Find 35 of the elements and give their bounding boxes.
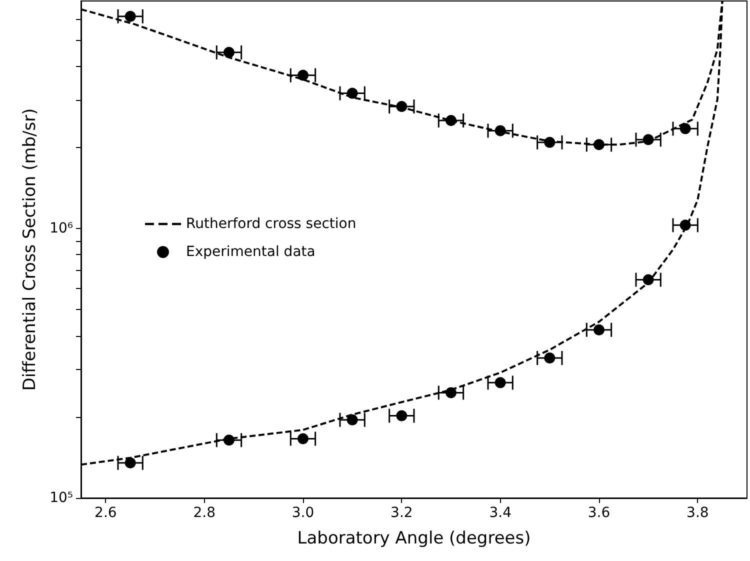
y-tick-label: 10⁵ xyxy=(50,490,73,506)
point xyxy=(298,433,308,444)
point xyxy=(346,88,358,99)
x-tick-label: 3.2 xyxy=(390,505,413,521)
y-tick-label: 10⁶ xyxy=(50,220,74,237)
y-axis-title: Differential Cross Section (mb/sr) xyxy=(20,108,40,391)
x-tick-label: 3.8 xyxy=(686,505,709,521)
x-tick-label: 3.6 xyxy=(588,505,610,521)
point xyxy=(642,274,654,286)
point xyxy=(642,134,654,146)
point xyxy=(446,115,456,126)
point xyxy=(594,324,604,336)
x-tick-label: 3.4 xyxy=(489,505,512,521)
point xyxy=(594,139,604,150)
point xyxy=(680,220,691,231)
point xyxy=(396,410,408,422)
x-tick-label: 3.0 xyxy=(292,505,314,521)
point xyxy=(544,136,556,148)
point xyxy=(124,457,136,468)
legend-label: Rutherford cross section xyxy=(186,216,356,232)
point xyxy=(298,70,308,81)
legend-label: Experimental data xyxy=(186,244,316,260)
point xyxy=(446,387,456,398)
point xyxy=(224,46,234,58)
point xyxy=(224,434,234,446)
point xyxy=(396,101,408,112)
x-tick-label: 2.8 xyxy=(193,505,216,521)
point xyxy=(680,123,691,134)
point xyxy=(544,352,556,364)
point xyxy=(494,377,506,388)
point xyxy=(346,414,358,426)
point xyxy=(494,125,506,136)
x-axis-title: Laboratory Angle (degrees) xyxy=(297,528,531,548)
point xyxy=(124,10,136,22)
x-tick-label: 2.6 xyxy=(94,505,117,521)
